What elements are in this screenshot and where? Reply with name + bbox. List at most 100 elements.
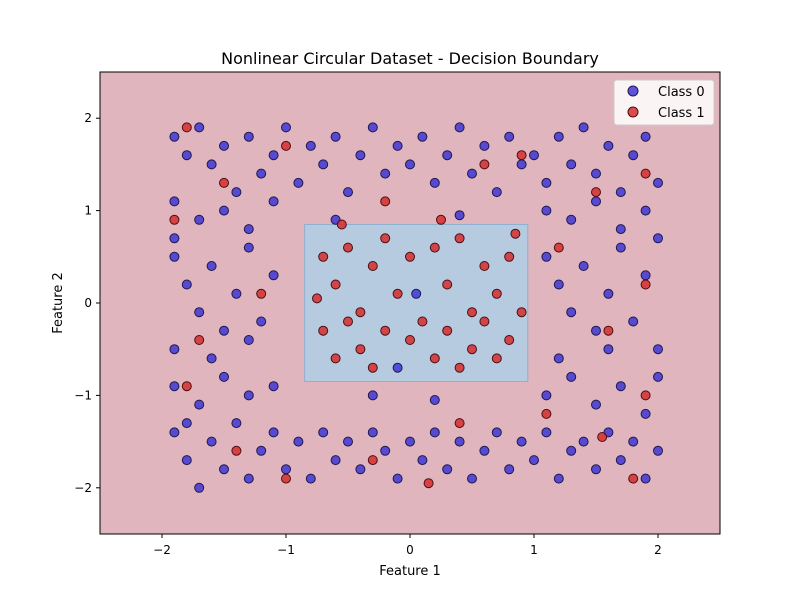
scatter-point-class0-59 [256,316,267,327]
scatter-point-class0-115 [504,464,515,475]
scatter-point-class0-114 [491,427,502,438]
scatter-point-class1-39 [479,159,490,170]
scatter-point-class0-121 [578,436,589,447]
scatter-point-class0-31 [553,131,564,142]
scatter-point-class1-8 [417,316,428,327]
scatter-point-class1-9 [429,242,440,253]
scatter-point-class0-57 [231,288,242,299]
y-axis-label: Feature 2 [51,272,66,334]
scatter-point-class0-49 [615,224,626,235]
scatter-point-class0-25 [479,140,490,151]
x-axis-ticks: −2 −1 0 1 2 [153,534,662,557]
scatter-point-class0-109 [429,427,440,438]
scatter-point-class0-116 [516,436,527,447]
scatter-point-class0-29 [529,150,539,161]
scatter-point-class0-45 [169,233,180,244]
scatter-point-class0-27 [504,131,515,142]
scatter-point-class1-1 [330,279,341,290]
scatter-point-class1-57 [423,478,434,489]
scatter-point-class0-3 [206,159,217,170]
scatter-point-class1-32 [510,228,521,239]
scatter-point-class0-105 [380,445,391,456]
scatter-point-class0-104 [367,427,378,438]
scatter-point-class1-35 [181,122,192,133]
scatter-point-class0-106 [392,473,403,484]
scatter-point-class0-55 [206,261,217,271]
y-tick-label: −2 [74,481,92,495]
legend-label-class1: Class 1 [658,106,705,121]
scatter-point-class1-53 [454,418,465,429]
scatter-point-class0-28 [516,159,527,170]
scatter-point-class0-10 [293,177,304,188]
scatter-point-class0-39 [653,177,663,188]
scatter-point-class1-48 [603,325,614,336]
scatter-point-class0-100 [318,427,329,438]
y-axis-ticks: −2 −1 0 1 2 [74,111,100,495]
scatter-point-class0-22 [442,150,453,161]
scatter-point-class0-13 [330,131,341,142]
scatter-point-class1-18 [343,316,353,327]
scatter-point-class0-74 [553,353,564,364]
scatter-point-class0-7 [256,168,267,179]
scatter-point-class1-55 [628,473,639,484]
scatter-point-class0-0 [169,131,180,142]
scatter-point-class1-42 [640,168,651,179]
scatter-point-class0-42 [219,205,229,216]
y-tick-label: 2 [84,111,92,125]
scatter-point-class0-98 [293,436,304,447]
scatter-point-class1-22 [405,335,415,345]
scatter-point-class0-60 [268,270,279,281]
x-tick-label: −2 [153,543,171,557]
scatter-point-class1-30 [336,219,347,230]
scatter-point-class1-34 [516,307,527,318]
scatter-point-class1-41 [591,187,601,198]
scatter-point-class0-73 [653,344,663,355]
scatter-point-class1-54 [541,408,552,419]
scatter-point-class0-47 [566,214,577,225]
scatter-point-class1-52 [367,455,378,466]
scatter-point-class0-51 [653,233,663,244]
scatter-point-class0-5 [231,187,242,198]
scatter-point-class0-120 [566,445,577,456]
scatter-point-class0-77 [194,399,205,410]
scatter-point-class0-53 [181,279,192,290]
scatter-point-class0-117 [529,455,539,466]
scatter-point-class0-1 [181,150,192,161]
scatter-point-class0-54 [194,307,205,318]
scatter-point-class0-99 [305,473,316,484]
scatter-point-class0-36 [615,187,626,198]
scatter-point-class0-78 [219,371,229,382]
scatter-point-class1-46 [194,335,205,345]
scatter-point-class1-19 [355,344,366,355]
scatter-point-class0-125 [628,436,639,447]
scatter-point-class0-67 [578,261,589,271]
scatter-point-class0-119 [553,473,564,484]
scatter-point-class1-49 [181,381,192,392]
scatter-point-class0-72 [640,270,651,281]
scatter-point-class0-38 [640,131,651,142]
scatter-point-class0-15 [355,150,366,161]
y-tick-label: 1 [84,204,92,218]
scatter-point-class1-51 [231,445,242,456]
scatter-point-class0-101 [330,455,341,466]
scatter-point-class0-63 [243,335,254,345]
scatter-point-class1-6 [392,288,403,299]
scatter-point-class0-14 [343,187,353,198]
scatter-point-class0-62 [206,353,217,364]
scatter-point-class0-108 [417,455,428,466]
scatter-point-class0-6 [243,131,254,142]
scatter-point-class0-87 [653,371,663,382]
scatter-point-class0-71 [628,316,639,327]
scatter-point-class0-88 [169,427,180,438]
x-tick-label: 0 [406,543,414,557]
scatter-point-class0-83 [566,371,577,382]
scatter-point-class0-107 [405,436,415,447]
scatter-point-class0-79 [243,390,254,401]
scatter-point-class0-24 [467,168,477,179]
legend-label-class0: Class 0 [658,85,705,100]
scatter-point-class1-31 [436,214,446,225]
scatter-point-class0-103 [355,464,366,475]
scatter-point-class0-9 [281,122,291,133]
scatter-points [169,122,663,493]
